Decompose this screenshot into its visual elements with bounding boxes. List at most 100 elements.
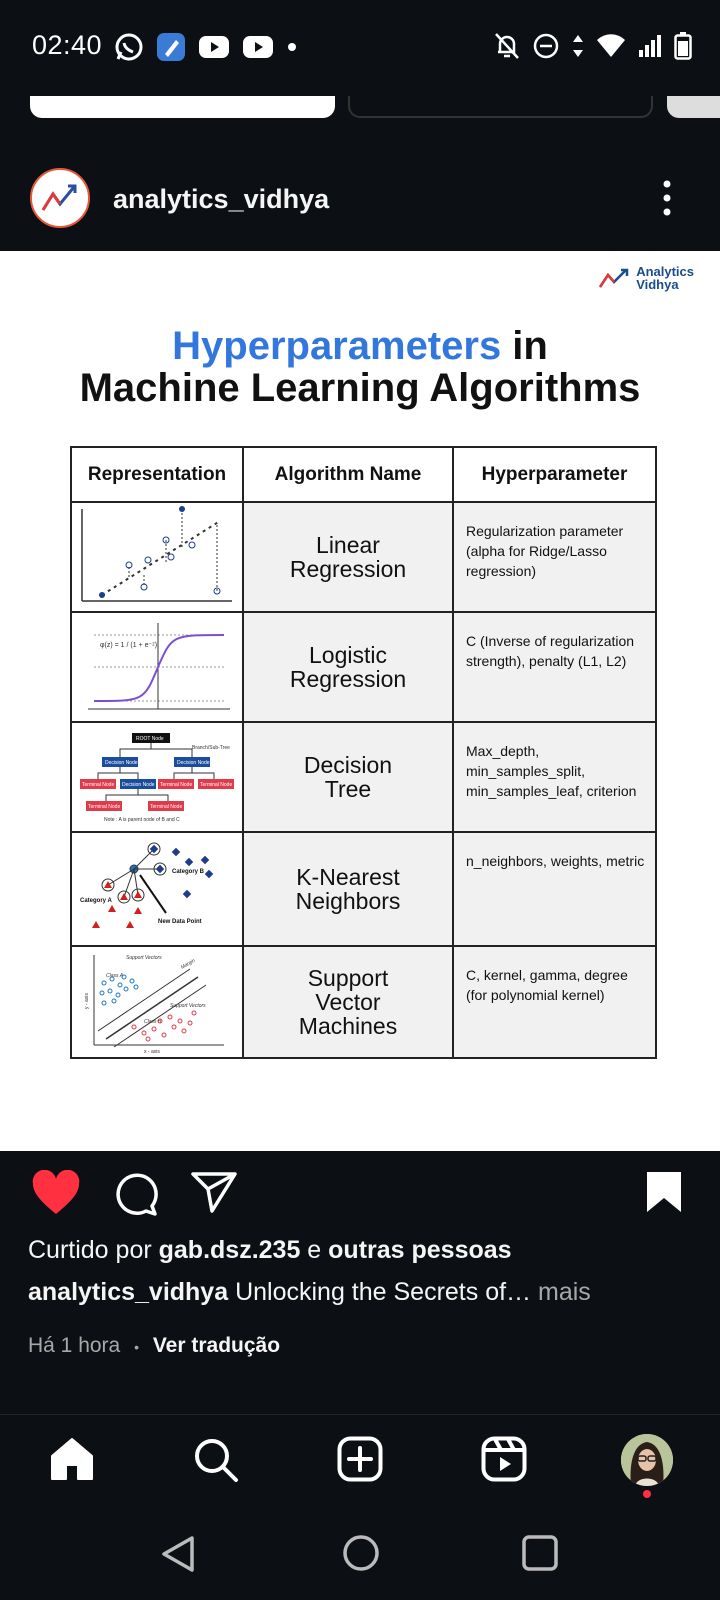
- like-heart-icon[interactable]: [31, 1170, 81, 1216]
- post-meta: Há 1 hora • Ver tradução: [28, 1334, 280, 1358]
- svg-text:Decision Node: Decision Node: [177, 760, 210, 766]
- svg-text:Margin: Margin: [180, 958, 196, 971]
- algorithm-name: K-Nearest Neighbors: [242, 831, 454, 947]
- title-rest: in: [501, 324, 548, 368]
- analytics-vidhya-logo-icon: [599, 268, 629, 288]
- hyperparameter-table: Representation Algorithm Name Hyperparam…: [70, 446, 657, 1059]
- bookmark-icon[interactable]: [645, 1170, 683, 1214]
- liked-others-link[interactable]: outras pessoas: [328, 1236, 512, 1264]
- analytics-vidhya-logo-icon: [41, 184, 77, 211]
- image-logo: Analytics Vidhya: [598, 265, 694, 291]
- table-header-row: Representation Algorithm Name Hyperparam…: [70, 446, 657, 503]
- story-card[interactable]: [667, 96, 720, 118]
- status-bar: 02:40: [0, 0, 720, 96]
- post-time: Há 1 hora: [28, 1334, 121, 1357]
- svg-text:Category A: Category A: [80, 898, 112, 904]
- logistic-regression-illustration: φ(z) = 1 / (1 + e⁻ᶻ): [70, 611, 244, 723]
- svg-text:Class A: Class A: [106, 973, 124, 979]
- linear-regression-illustration: [70, 501, 244, 613]
- comment-icon[interactable]: [112, 1170, 158, 1216]
- svg-text:x - axis: x - axis: [144, 1049, 160, 1055]
- caption-text: Unlocking the Secrets of…: [228, 1278, 532, 1306]
- liked-by-text: Curtido por gab.dsz.235 e outras pessoas: [28, 1236, 512, 1264]
- svg-text:Terminal Node: Terminal Node: [150, 804, 182, 810]
- app-icon: [157, 33, 185, 61]
- image-title: Hyperparameters in Machine Learning Algo…: [0, 325, 720, 409]
- bottom-nav: [0, 1430, 720, 1500]
- system-nav-bar: [0, 1530, 720, 1580]
- svg-text:Branch/Sub-Tree: Branch/Sub-Tree: [192, 745, 230, 751]
- svg-text:New Data Point: New Data Point: [158, 919, 202, 925]
- youtube-icon: [199, 36, 229, 58]
- meta-separator: •: [134, 1339, 139, 1355]
- svg-text:Support Vectors: Support Vectors: [126, 955, 162, 961]
- hyperparameter-text: Regularization parameter (alpha for Ridg…: [452, 501, 657, 613]
- title-highlight: Hyperparameters: [172, 324, 502, 368]
- home-icon[interactable]: [49, 1436, 95, 1482]
- svg-text:Decision Node: Decision Node: [105, 760, 138, 766]
- svg-text:Support Vectors: Support Vectors: [170, 1003, 206, 1009]
- search-icon[interactable]: [192, 1436, 240, 1484]
- post-username[interactable]: analytics_vidhya: [113, 184, 330, 214]
- logo-text-1: Analytics: [636, 264, 694, 279]
- liked-user-link[interactable]: gab.dsz.235: [158, 1236, 301, 1264]
- svg-text:y - axis: y - axis: [84, 993, 90, 1009]
- logo-text-2: Vidhya: [636, 277, 679, 292]
- story-card[interactable]: [348, 96, 653, 118]
- author-avatar[interactable]: [30, 168, 90, 228]
- svg-text:Terminal Node: Terminal Node: [82, 782, 114, 788]
- hyperparameter-text: n_neighbors, weights, metric: [452, 831, 657, 947]
- nav-divider: [0, 1414, 720, 1415]
- wifi-icon: [597, 34, 625, 57]
- battery-icon: [674, 32, 692, 60]
- algorithm-name: Logistic Regression: [242, 611, 454, 723]
- create-post-icon[interactable]: [337, 1436, 383, 1482]
- svg-text:Category B: Category B: [172, 869, 205, 875]
- dnd-icon: [533, 33, 559, 59]
- dot-icon: [288, 43, 296, 51]
- stories-strip: [0, 96, 720, 120]
- reels-icon[interactable]: [481, 1436, 527, 1482]
- profile-avatar[interactable]: [621, 1434, 673, 1486]
- header-representation: Representation: [70, 446, 244, 503]
- svm-illustration: x - axis y - axis Support Vectors Class …: [70, 945, 244, 1059]
- bell-off-icon: [495, 33, 519, 59]
- title-line-2: Machine Learning Algorithms: [79, 366, 641, 410]
- algorithm-name: Support Vector Machines: [242, 945, 454, 1059]
- knn-illustration: Category B Category A New Data Point: [70, 831, 244, 947]
- story-card[interactable]: [30, 96, 335, 118]
- decision-tree-illustration: ROOT Node Branch/Sub-Tree Decision Node …: [70, 721, 244, 833]
- algorithm-name: Decision Tree: [242, 721, 454, 833]
- back-triangle-icon[interactable]: [160, 1534, 196, 1574]
- sigmoid-formula: φ(z) = 1 / (1 + e⁻ᶻ): [100, 642, 157, 649]
- home-circle-icon[interactable]: [342, 1534, 380, 1572]
- caption-username[interactable]: analytics_vidhya: [28, 1278, 229, 1306]
- svg-text:Terminal Node: Terminal Node: [88, 804, 120, 810]
- data-arrows-icon: [573, 35, 583, 57]
- more-options-icon[interactable]: [662, 178, 672, 218]
- table-row: Category B Category A New Data Point K-N…: [70, 831, 657, 947]
- table-row: ROOT Node Branch/Sub-Tree Decision Node …: [70, 721, 657, 833]
- header-hyperparameter: Hyperparameter: [452, 446, 657, 503]
- recents-square-icon[interactable]: [522, 1535, 558, 1571]
- profile-photo-icon: [621, 1434, 673, 1486]
- status-time: 02:40: [32, 30, 103, 60]
- share-icon[interactable]: [190, 1170, 238, 1214]
- algorithm-name: Linear Regression: [242, 501, 454, 613]
- hyperparameter-text: Max_depth, min_samples_split, min_sample…: [452, 721, 657, 833]
- youtube-icon: [243, 36, 273, 58]
- post-header: analytics_vidhya: [0, 160, 720, 236]
- table-row: x - axis y - axis Support Vectors Class …: [70, 945, 657, 1059]
- svg-text:Terminal Node: Terminal Node: [200, 782, 232, 788]
- table-row: Linear Regression Regularization paramete…: [70, 501, 657, 613]
- hyperparameter-text: C (Inverse of regularization strength), …: [452, 611, 657, 723]
- translate-link[interactable]: Ver tradução: [152, 1334, 281, 1357]
- whatsapp-icon: [115, 33, 143, 61]
- post-image[interactable]: Analytics Vidhya Hyperparameters in Mach…: [0, 251, 720, 1151]
- caption-more-link[interactable]: mais: [531, 1278, 591, 1306]
- post-actions: [0, 1170, 720, 1230]
- signal-icon: [639, 35, 661, 57]
- header-algorithm: Algorithm Name: [242, 446, 454, 503]
- table-row: φ(z) = 1 / (1 + e⁻ᶻ) Logistic Regression …: [70, 611, 657, 723]
- svg-text:Terminal Node: Terminal Node: [160, 782, 192, 788]
